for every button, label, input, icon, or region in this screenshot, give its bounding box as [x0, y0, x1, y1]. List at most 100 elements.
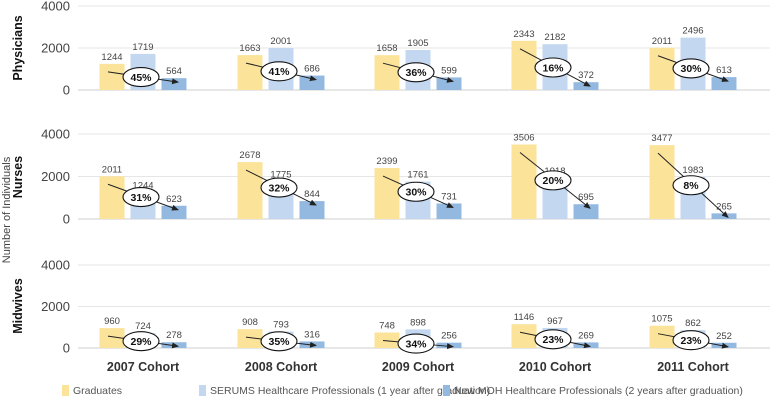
bar-moh	[573, 204, 599, 219]
y-tick-label: 4000	[41, 127, 70, 142]
legend-label: Graduates	[73, 385, 122, 397]
retention-percent: 30%	[405, 187, 427, 199]
data-label-graduates: 908	[242, 317, 258, 328]
legend-swatch	[62, 385, 69, 396]
bar-graduates	[99, 328, 125, 348]
retention-oval	[260, 177, 298, 198]
data-label-serums: 1775	[270, 169, 291, 180]
legend-swatch	[199, 385, 206, 396]
bar-graduates	[99, 176, 125, 219]
retention-oval	[397, 333, 435, 354]
retention-percent: 41%	[268, 66, 290, 78]
bar-moh	[436, 203, 462, 219]
bar-graduates	[649, 47, 675, 90]
bar-graduates	[511, 40, 537, 90]
bar-graduates	[99, 63, 125, 90]
y-tick-label: 0	[63, 341, 70, 356]
data-label-moh: 731	[441, 191, 457, 202]
retention-oval	[534, 57, 572, 78]
bar-graduates	[511, 144, 537, 219]
y-tick-label: 0	[63, 83, 70, 98]
bar-moh	[299, 201, 325, 219]
data-label-serums: 1244	[132, 181, 153, 192]
data-label-moh: 256	[441, 331, 457, 342]
category-label: 2008 Cohort	[245, 360, 318, 374]
retention-oval	[534, 170, 572, 191]
category-label: 2007 Cohort	[107, 360, 180, 374]
bar-graduates	[237, 329, 263, 348]
retention-percent: 29%	[130, 336, 152, 348]
data-label-serums: 793	[273, 320, 289, 331]
data-label-graduates: 748	[379, 320, 395, 331]
data-label-moh: 623	[166, 194, 182, 205]
retention-oval	[260, 331, 298, 352]
y-tick-label: 4000	[41, 258, 70, 273]
data-label-moh: 252	[716, 331, 732, 342]
data-label-moh: 613	[716, 65, 732, 76]
data-label-graduates: 2399	[376, 156, 397, 167]
retention-percent: 30%	[680, 63, 702, 75]
data-label-serums: 2496	[682, 26, 703, 37]
retention-oval	[672, 330, 710, 351]
data-label-graduates: 2343	[513, 29, 534, 40]
legend-label: SERUMS Healthcare Professionals (1 year …	[210, 385, 490, 397]
category-label: 2011 Cohort	[657, 360, 729, 374]
data-label-serums: 898	[410, 317, 426, 328]
data-label-moh: 269	[578, 330, 594, 341]
bar-moh	[436, 77, 462, 90]
retention-percent: 23%	[542, 334, 564, 346]
retention-percent: 8%	[683, 180, 699, 192]
y-tick-label: 2000	[41, 169, 70, 184]
y-tick-label: 2000	[41, 299, 70, 314]
bar-moh	[711, 77, 737, 90]
data-label-serums: 1761	[407, 170, 428, 181]
data-label-serums: 2001	[270, 36, 291, 47]
bar-moh	[161, 342, 187, 348]
data-label-serums: 967	[547, 316, 563, 327]
retention-percent: 35%	[268, 336, 290, 348]
panel-label-nurses: Nurses	[11, 156, 25, 198]
retention-percent: 16%	[542, 62, 564, 74]
y-tick-label: 0	[63, 212, 70, 227]
data-label-moh: 372	[578, 70, 594, 81]
retention-oval	[122, 66, 160, 88]
legend-swatch	[443, 385, 450, 396]
bar-graduates	[237, 55, 263, 90]
bar-graduates	[649, 325, 675, 348]
data-label-serums: 1905	[407, 38, 428, 49]
data-label-serums: 724	[135, 321, 151, 332]
y-tick-label: 2000	[41, 41, 70, 56]
data-label-moh: 564	[166, 66, 182, 77]
bar-moh	[161, 205, 187, 219]
data-label-graduates: 2678	[239, 150, 260, 161]
bar-graduates	[374, 332, 400, 348]
data-label-graduates: 3477	[651, 133, 672, 144]
retention-oval	[534, 329, 572, 350]
retention-percent: 34%	[405, 338, 427, 350]
bar-graduates	[511, 324, 537, 348]
retention-oval	[397, 62, 435, 83]
bar-graduates	[237, 162, 263, 219]
y-axis-title: Number of Individuals	[1, 156, 13, 263]
data-label-moh: 316	[304, 329, 320, 340]
retention-oval	[397, 181, 435, 202]
data-label-serums: 1983	[682, 165, 703, 176]
bar-moh	[711, 342, 737, 348]
data-label-graduates: 2011	[652, 36, 672, 47]
data-label-graduates: 960	[104, 316, 120, 327]
data-label-moh: 265	[716, 201, 732, 212]
retention-percent: 32%	[268, 182, 290, 194]
data-label-moh: 695	[578, 192, 594, 203]
legend-label: New MOH Healthcare Professionals (2 year…	[454, 385, 743, 397]
data-label-graduates: 1663	[239, 43, 260, 54]
data-label-serums: 862	[685, 318, 701, 329]
retention-oval	[672, 58, 710, 79]
data-label-moh: 844	[304, 189, 320, 200]
retention-oval	[672, 175, 710, 196]
retention-percent: 45%	[130, 72, 152, 84]
panel-label-physicians: Physicians	[11, 15, 25, 80]
bar-graduates	[374, 55, 400, 90]
retention-percent: 23%	[680, 335, 702, 347]
retention-percent: 20%	[542, 175, 564, 187]
